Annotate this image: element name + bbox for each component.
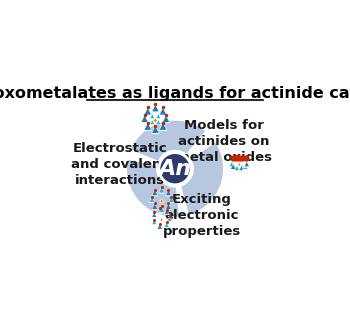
Polygon shape <box>160 199 163 203</box>
Polygon shape <box>152 104 159 112</box>
Polygon shape <box>168 197 174 203</box>
Polygon shape <box>244 161 250 167</box>
Polygon shape <box>167 216 172 221</box>
Wedge shape <box>180 141 224 216</box>
Polygon shape <box>160 218 163 222</box>
Polygon shape <box>144 122 152 130</box>
Polygon shape <box>144 115 152 116</box>
Polygon shape <box>150 113 155 119</box>
Polygon shape <box>152 190 158 196</box>
Polygon shape <box>166 190 172 196</box>
Text: Electrostatic
and covalent
interactions: Electrostatic and covalent interactions <box>71 142 168 187</box>
Polygon shape <box>159 206 164 212</box>
Polygon shape <box>150 120 155 125</box>
Polygon shape <box>159 108 167 115</box>
Polygon shape <box>156 120 161 125</box>
Polygon shape <box>157 208 162 213</box>
Wedge shape <box>126 158 180 218</box>
Polygon shape <box>159 122 167 130</box>
Polygon shape <box>144 108 152 115</box>
Circle shape <box>159 153 191 185</box>
Wedge shape <box>130 120 206 162</box>
Polygon shape <box>230 164 236 169</box>
Polygon shape <box>152 133 159 134</box>
Polygon shape <box>229 161 234 167</box>
Polygon shape <box>154 118 157 123</box>
Polygon shape <box>156 113 161 119</box>
Polygon shape <box>164 222 169 227</box>
Polygon shape <box>239 165 244 171</box>
Polygon shape <box>152 126 159 133</box>
Polygon shape <box>152 203 158 210</box>
Polygon shape <box>157 224 162 229</box>
Polygon shape <box>152 219 157 225</box>
Polygon shape <box>238 162 241 167</box>
Polygon shape <box>234 165 240 171</box>
Text: Exciting
electronic
properties: Exciting electronic properties <box>163 193 241 237</box>
Text: Polyoxometalates as ligands for actinide cations: Polyoxometalates as ligands for actinide… <box>0 86 350 101</box>
Polygon shape <box>159 187 164 193</box>
Polygon shape <box>243 164 248 169</box>
Text: Models for
actinides on
metal oxides: Models for actinides on metal oxides <box>176 120 272 164</box>
Polygon shape <box>164 210 169 215</box>
Polygon shape <box>141 115 148 123</box>
Polygon shape <box>159 115 167 116</box>
Polygon shape <box>159 130 167 131</box>
Text: An: An <box>159 159 191 179</box>
Polygon shape <box>152 213 157 218</box>
Polygon shape <box>149 197 155 203</box>
Polygon shape <box>166 203 172 210</box>
Polygon shape <box>144 130 152 131</box>
Polygon shape <box>162 115 170 123</box>
